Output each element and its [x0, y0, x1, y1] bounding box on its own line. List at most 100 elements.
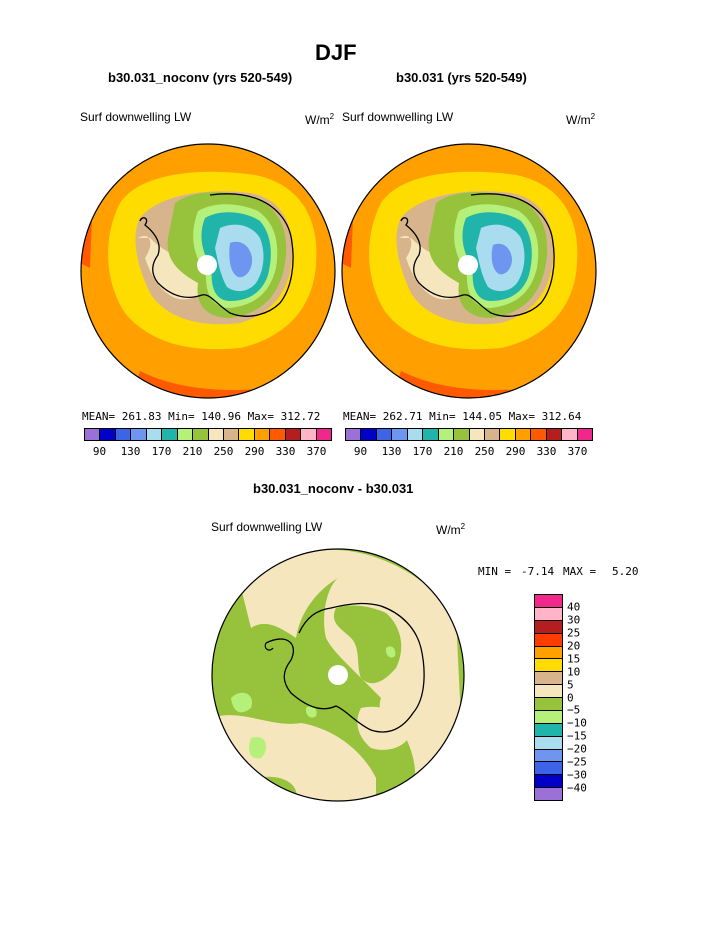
- colorbar-swatch: [531, 429, 547, 440]
- units-base: W/m: [436, 523, 461, 537]
- colorbar-tick-label: 170: [412, 445, 433, 458]
- colorbar-tick-label: −25: [567, 755, 587, 769]
- panel-left-units: W/m2: [305, 112, 334, 127]
- colorbar-swatch: [535, 595, 562, 608]
- panel-right-subtitle: b30.031 (yrs 520-549): [396, 70, 527, 85]
- colorbar-swatch: [535, 620, 562, 634]
- colorbar-tick-label: 210: [182, 445, 203, 458]
- panel-right-units: W/m2: [566, 112, 595, 127]
- colorbar-swatch: [301, 429, 317, 440]
- colorbar-swatch: [285, 429, 302, 440]
- colorbar-tick-label: −40: [567, 781, 587, 795]
- polar-map-left: [80, 143, 336, 399]
- panel-left-stats: MEAN= 261.83 Min= 140.96 Max= 312.72: [82, 410, 321, 423]
- colorbar-swatch: [454, 429, 470, 440]
- colorbar-tick-label: 30: [567, 613, 581, 627]
- colorbar-tick-label: 370: [306, 445, 327, 458]
- diff-max-value: 5.20: [612, 565, 639, 578]
- colorbar-swatch: [535, 762, 562, 776]
- diff-field-label: Surf downwelling LW: [211, 520, 323, 534]
- colorbar-swatch: [438, 429, 455, 440]
- colorbar-tick-label: −20: [567, 742, 587, 756]
- colorbar-tick-label: 20: [567, 639, 581, 653]
- colorbar-swatch: [392, 429, 408, 440]
- colorbar-swatch: [535, 646, 562, 660]
- colorbar-swatch: [535, 659, 562, 673]
- colorbar-tick-label: 10: [567, 665, 581, 679]
- colorbar-swatch: [131, 429, 147, 440]
- colorbar-tick-label: 15: [567, 652, 581, 666]
- colorbar-tick-label: 370: [567, 445, 588, 458]
- units-base: W/m: [305, 113, 330, 127]
- colorbar-swatch: [223, 429, 240, 440]
- colorbar-tick-label: 290: [505, 445, 526, 458]
- colorbar-tick-label: 250: [213, 445, 234, 458]
- colorbar-swatch: [85, 429, 101, 440]
- diff-title: b30.031_noconv - b30.031: [253, 481, 414, 496]
- colorbar-tick-label: 330: [536, 445, 557, 458]
- colorbar-tick-label: −15: [567, 729, 587, 743]
- colorbar-swatch: [376, 429, 393, 440]
- colorbar-tick-label: 90: [353, 445, 368, 458]
- units-exponent: 2: [460, 522, 466, 531]
- panel-left-field-label: Surf downwelling LW: [80, 110, 192, 124]
- colorbar-swatch: [535, 788, 562, 800]
- colorbar-swatch: [535, 685, 562, 698]
- colorbar-tick-label: −5: [567, 703, 581, 717]
- colorbar-tick-label: −30: [567, 768, 587, 782]
- colorbar-swatch: [346, 429, 362, 440]
- colorbar-swatch: [469, 429, 485, 440]
- colorbar-swatch: [361, 429, 377, 440]
- colorbar-swatch: [535, 775, 562, 789]
- colorbar-tick-label: 40: [567, 600, 581, 614]
- colorbar-tick-label: 0: [567, 691, 574, 704]
- colorbar-swatch: [562, 429, 578, 440]
- colorbar-swatch: [316, 429, 331, 440]
- colorbar-swatch: [577, 429, 592, 440]
- colorbar-left: [84, 428, 332, 441]
- colorbar-swatch: [484, 429, 501, 440]
- colorbar-swatch: [270, 429, 286, 440]
- colorbar-tick-label: 250: [474, 445, 495, 458]
- colorbar-swatch: [535, 710, 562, 724]
- diff-units: W/m2: [436, 522, 465, 537]
- colorbar-swatch: [546, 429, 563, 440]
- colorbar-swatch: [208, 429, 224, 440]
- main-title: DJF: [315, 40, 357, 65]
- colorbar-right: [345, 428, 593, 441]
- colorbar-tick-label: 170: [151, 445, 172, 458]
- colorbar-swatch: [177, 429, 194, 440]
- colorbar-diff: [534, 594, 563, 801]
- panel-left-subtitle: b30.031_noconv (yrs 520-549): [108, 70, 293, 85]
- colorbar-swatch: [162, 429, 178, 440]
- colorbar-swatch: [535, 749, 562, 763]
- colorbar-swatch: [535, 607, 562, 621]
- polar-map-right: [341, 143, 597, 399]
- colorbar-tick-label: −10: [567, 716, 587, 730]
- colorbar-swatch: [407, 429, 424, 440]
- colorbar-swatch: [239, 429, 255, 440]
- colorbar-tick-label: 290: [244, 445, 265, 458]
- colorbar-tick-label: 25: [567, 626, 581, 640]
- diff-min-value: -7.14: [521, 565, 555, 578]
- colorbar-tick-label: 90: [92, 445, 107, 458]
- units-base: W/m: [566, 113, 591, 127]
- colorbar-swatch: [254, 429, 271, 440]
- panel-right-stats: MEAN= 262.71 Min= 144.05 Max= 312.64: [343, 410, 582, 423]
- colorbar-swatch: [535, 736, 562, 750]
- colorbar-swatch: [193, 429, 209, 440]
- colorbar-swatch: [535, 723, 562, 737]
- colorbar-tick-label: 5: [567, 678, 574, 692]
- colorbar-swatch: [500, 429, 516, 440]
- colorbar-swatch: [535, 633, 562, 647]
- colorbar-swatch: [515, 429, 532, 440]
- units-exponent: 2: [329, 112, 335, 121]
- colorbar-swatch: [100, 429, 116, 440]
- colorbar-tick-label: 130: [120, 445, 141, 458]
- colorbar-swatch: [146, 429, 163, 440]
- diff-min-label: MIN =: [478, 565, 512, 578]
- colorbar-swatch: [535, 672, 562, 686]
- panel-right-field-label: Surf downwelling LW: [342, 110, 454, 124]
- diff-max-label: MAX =: [563, 565, 597, 578]
- polar-map-diff: [211, 548, 465, 802]
